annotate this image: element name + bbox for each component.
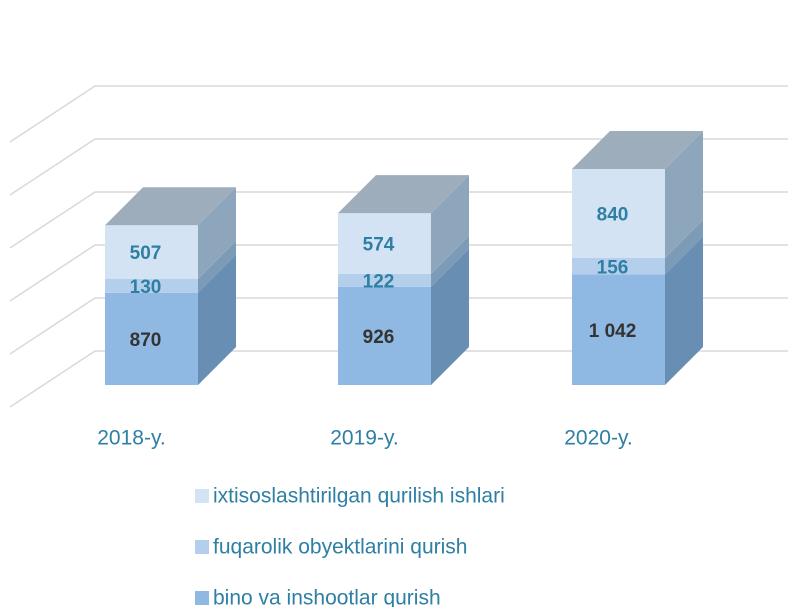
bar-front	[105, 225, 198, 279]
grid-line	[9, 350, 788, 408]
bar-front	[572, 258, 665, 275]
value-label: 156	[597, 257, 629, 278]
legend-swatch	[195, 540, 209, 554]
legend-label: fuqarolik obyektlarini qurish	[213, 536, 467, 559]
value-label: 840	[597, 205, 629, 226]
x-tick-label: 2018-y.	[97, 427, 166, 450]
bar-side-shade	[665, 220, 703, 275]
bar-side-shade	[431, 248, 469, 385]
bar-side-shade	[665, 236, 703, 385]
value-label: 926	[363, 327, 395, 348]
bar-side	[431, 235, 469, 287]
grid-line	[9, 191, 788, 249]
bar-side	[665, 220, 703, 275]
bar-front	[338, 213, 431, 274]
value-label: 130	[130, 277, 162, 298]
value-label: 122	[363, 271, 395, 292]
grid-line	[9, 297, 788, 355]
legend-swatch	[195, 489, 209, 503]
value-label: 507	[130, 243, 162, 264]
legend-label: ixtisoslashtirilgan qurilish ishlari	[213, 485, 505, 508]
grid-line	[9, 138, 788, 196]
value-label: 1 042	[589, 321, 637, 342]
bar-side	[665, 130, 703, 259]
bar-top	[105, 187, 236, 226]
grid-line	[9, 244, 788, 302]
bar-side	[431, 175, 469, 274]
bar-top	[338, 175, 469, 214]
bar-side	[431, 248, 469, 385]
x-tick-label: 2020-y.	[564, 427, 633, 450]
legend-swatch	[195, 591, 209, 605]
x-tick-label: 2019-y.	[330, 427, 399, 450]
bar-side-shade	[431, 175, 469, 274]
bar-side	[198, 254, 236, 385]
bar-side-shade	[431, 235, 469, 287]
bar-side	[198, 187, 236, 279]
bar-top	[572, 130, 703, 169]
bar-side-shade	[198, 254, 236, 385]
bar-front	[572, 274, 665, 385]
bar-front	[338, 273, 431, 287]
grid-line	[9, 85, 788, 143]
bar-side	[198, 241, 236, 293]
value-label: 870	[130, 330, 162, 351]
bar-side	[665, 236, 703, 385]
value-label: 574	[363, 235, 395, 256]
bar-side-shade	[665, 130, 703, 259]
legend-label: bino va inshootlar qurish	[213, 587, 441, 607]
bar-front	[572, 168, 665, 259]
bar-front	[338, 286, 431, 385]
bar-front	[105, 292, 198, 385]
bar-side-shade	[198, 241, 236, 293]
bar-side-shade	[198, 187, 236, 279]
bar-front	[105, 279, 198, 293]
